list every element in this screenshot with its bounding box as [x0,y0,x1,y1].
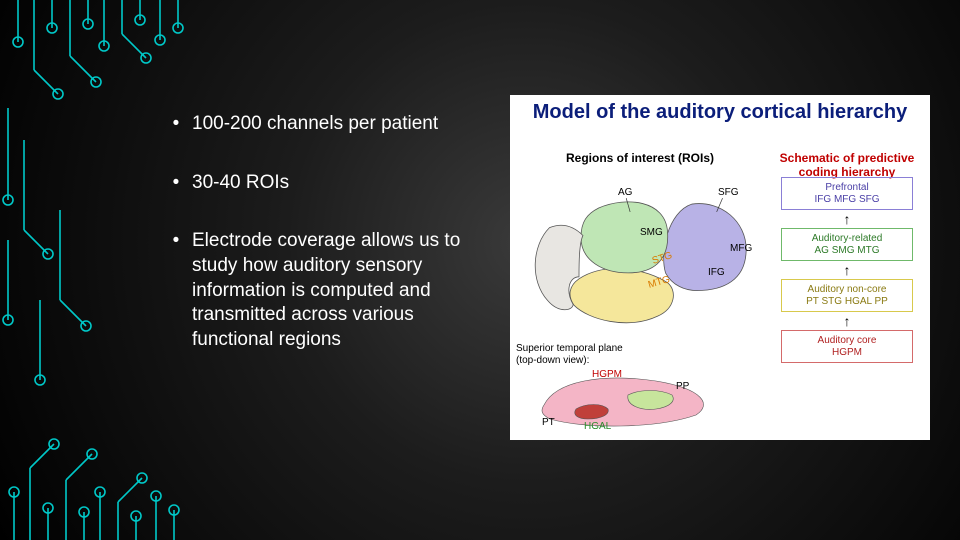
brain-region-label: SFG [718,187,739,198]
brain-region-label: MFG [730,243,752,254]
figure-sub-left: Regions of interest (ROIs) [516,151,764,165]
hierarchy-arrow-icon: ↑ [772,212,922,226]
hierarchy-box: Auditory non-core PT STG HGAL PP [781,279,913,312]
stp-region-label: HGPM [592,369,622,380]
hierarchy-schematic: Prefrontal IFG MFG SFG ↑ Auditory-related … [772,177,922,363]
brain-region-label: IFG [708,267,725,278]
hierarchy-box: Auditory core HGPM [781,330,913,363]
hierarchy-arrow-icon: ↑ [772,263,922,277]
brain-region-label: SMG [640,227,663,238]
hierarchy-box: Prefrontal IFG MFG SFG [781,177,913,210]
stp-caption: Superior temporal plane (top-down view): [516,343,623,366]
bullet-list: •100-200 channels per patient •30-40 ROI… [160,112,490,387]
stp-region-label: HGAL [584,421,611,432]
stp-region-label: PP [676,381,689,392]
hierarchy-arrow-icon: ↑ [772,314,922,328]
bullet-text: 30-40 ROIs [192,171,289,196]
stp-illustration: HGPM PP PT HGAL [536,371,716,431]
figure-title: Model of the auditory cortical hierarchy [510,101,930,124]
figure-panel: Model of the auditory cortical hierarchy… [510,95,930,440]
brain-illustration: AGSFGSMGMFGSTGIFGMTG [520,191,756,341]
hierarchy-box: Auditory-related AG SMG MTG [781,228,913,261]
bullet-text: Electrode coverage allows us to study ho… [192,229,490,352]
bullet-text: 100-200 channels per patient [192,112,438,137]
stp-region-label: PT [542,417,555,428]
figure-sub-right: Schematic of predictive coding hierarchy [768,151,926,179]
brain-region-label: AG [618,187,632,198]
